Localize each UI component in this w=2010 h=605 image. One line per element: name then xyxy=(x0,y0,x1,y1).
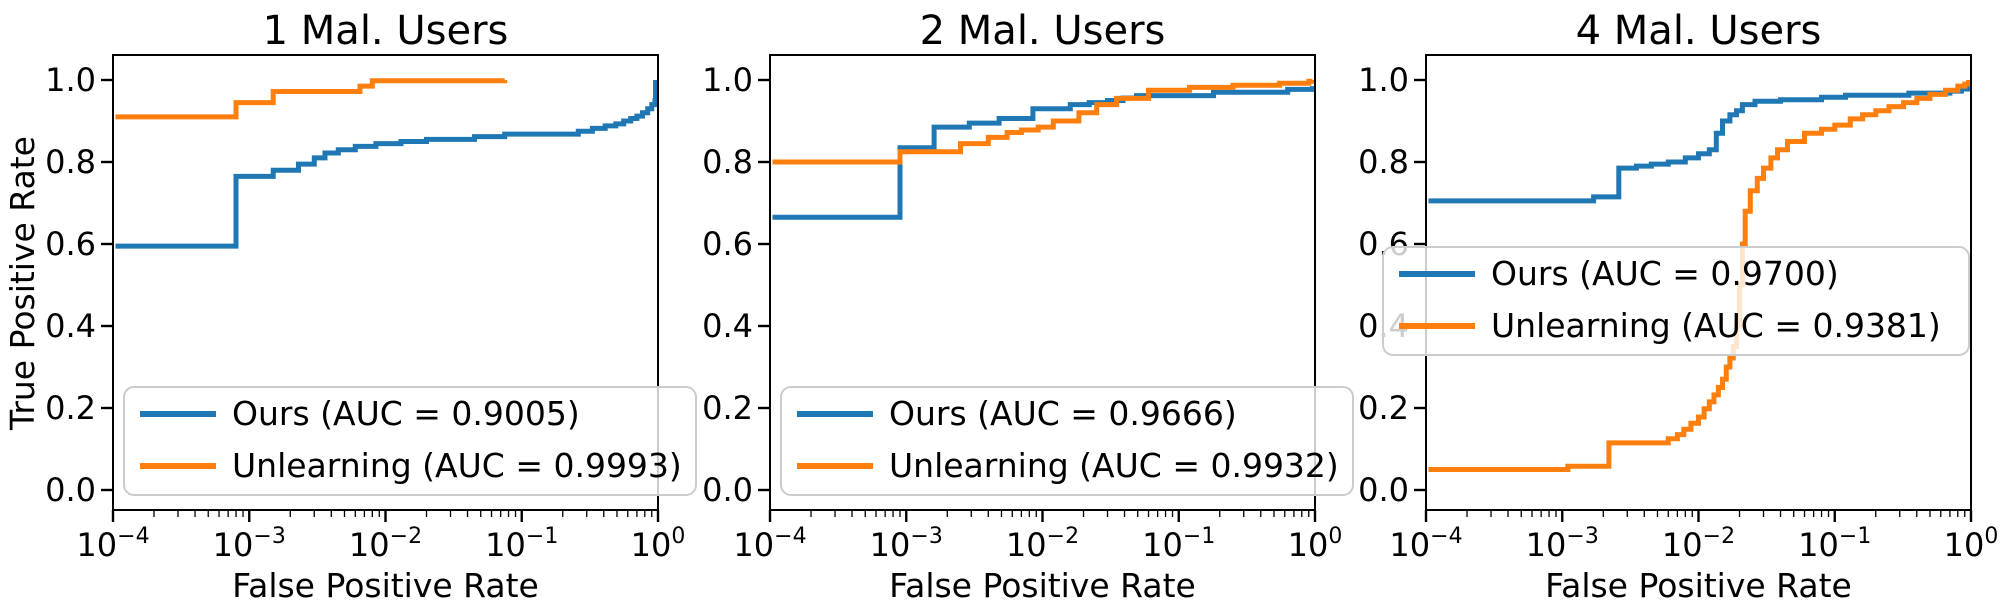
y-tick-label: 0.0 xyxy=(702,471,753,509)
y-tick-label: 1.0 xyxy=(1358,61,1409,99)
legend-label-unlearning: Unlearning (AUC = 0.9993) xyxy=(232,446,682,485)
x-tick-label: 10−2 xyxy=(1006,524,1079,564)
x-tick-label: 10−1 xyxy=(1798,524,1871,564)
y-tick-label: 0.0 xyxy=(1358,471,1409,509)
x-tick-label: 100 xyxy=(631,524,686,564)
roc-curve-unlearning xyxy=(772,78,1315,165)
y-tick-label: 0.4 xyxy=(702,307,753,345)
x-tick-label: 10−3 xyxy=(870,524,943,564)
legend-box xyxy=(123,386,697,496)
x-tick-label: 100 xyxy=(1944,524,1999,564)
x-tick-label: 10−2 xyxy=(349,524,422,564)
x-tick-label: 10−4 xyxy=(76,524,149,564)
subplot-1-mal-users: 1 Mal. Users 10−4 10−3 10−2 10−1 100 0.0 0.2 0.4… xyxy=(3,8,697,605)
x-tick-label: 10−3 xyxy=(213,524,286,564)
x-tick-label: 10−4 xyxy=(733,524,806,564)
subplot-2-mal-users: 2 Mal. Users 10−4 10−3 10−2 10−1 100 0.0 0.2 0.4… xyxy=(702,8,1354,605)
axes-box xyxy=(112,54,659,511)
legend-label-unlearning: Unlearning (AUC = 0.9932) xyxy=(889,446,1339,485)
x-tick-label: 10−4 xyxy=(1389,524,1462,564)
roc-curve-ours xyxy=(772,86,1315,220)
y-tick-label: 0.2 xyxy=(45,389,96,427)
x-axis-label: False Positive Rate xyxy=(889,566,1196,605)
legend: Ours (AUC = 0.9005) Unlearning (AUC = 0.9… xyxy=(123,386,697,496)
y-tick-label: 0.6 xyxy=(702,225,753,263)
y-axis-label: True Positive Rate xyxy=(3,136,42,431)
legend-label-ours: Ours (AUC = 0.9700) xyxy=(1491,254,1839,293)
legend-label-ours: Ours (AUC = 0.9005) xyxy=(232,394,580,433)
y-tick-label: 0.4 xyxy=(45,307,96,345)
roc-curve-unlearning xyxy=(115,78,508,120)
y-tick-label: 0.8 xyxy=(702,143,753,181)
y-tick-label: 1.0 xyxy=(702,61,753,99)
y-tick-label: 0.2 xyxy=(1358,389,1409,427)
x-axis-label: False Positive Rate xyxy=(232,566,539,605)
y-tick-label: 0.8 xyxy=(1358,143,1409,181)
x-tick-label: 10−1 xyxy=(1142,524,1215,564)
roc-curve-ours xyxy=(1428,80,1971,204)
x-axis-label: False Positive Rate xyxy=(1545,566,1852,605)
y-tick-label: 0.2 xyxy=(702,389,753,427)
subplot-title: 4 Mal. Users xyxy=(1576,8,1822,54)
x-tick-label: 100 xyxy=(1288,524,1343,564)
roc-curve-unlearning xyxy=(1428,80,1971,472)
axes-box xyxy=(769,54,1316,511)
x-tick-label: 10−1 xyxy=(485,524,558,564)
y-tick-label: 1.0 xyxy=(45,61,96,99)
roc-curve-ours xyxy=(115,80,658,249)
x-tick-label: 10−3 xyxy=(1526,524,1599,564)
subplot-4-mal-users: 4 Mal. Users10−410−310−210−11000.00.20.4… xyxy=(1358,8,1998,605)
legend-box xyxy=(1382,246,1970,356)
y-tick-label: 0.0 xyxy=(45,471,96,509)
legend-label-ours: Ours (AUC = 0.9666) xyxy=(889,394,1237,433)
y-tick-label: 0.8 xyxy=(45,143,96,181)
y-tick-label: 0.6 xyxy=(45,225,96,263)
subplot-title: 1 Mal. Users xyxy=(263,8,509,54)
x-tick-label: 10−2 xyxy=(1662,524,1735,564)
legend: Ours (AUC = 0.9666) Unlearning (AUC = 0.9… xyxy=(780,386,1354,496)
legend-box xyxy=(780,386,1354,496)
subplot-title: 2 Mal. Users xyxy=(920,8,1166,54)
legend-label-unlearning: Unlearning (AUC = 0.9381) xyxy=(1491,306,1941,345)
legend: Ours (AUC = 0.9700) Unlearning (AUC = 0.9… xyxy=(1382,246,1970,356)
